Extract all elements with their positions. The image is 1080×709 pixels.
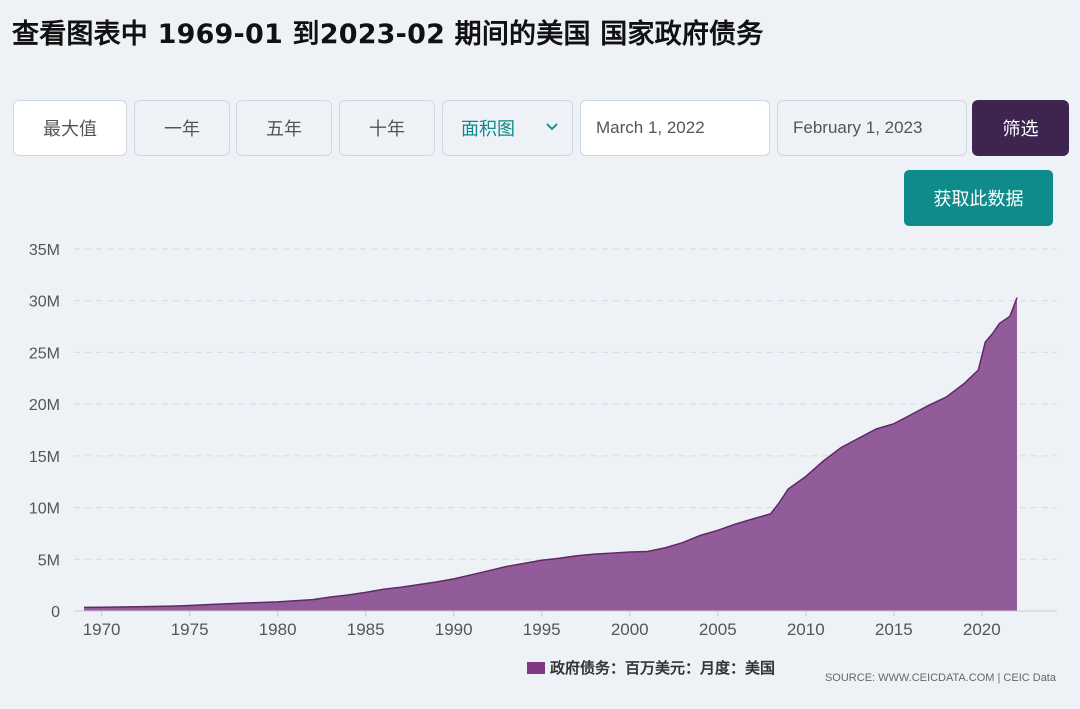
end-date-input[interactable]: February 1, 2023 (777, 100, 967, 156)
range-max-button[interactable]: 最大值 (13, 100, 127, 156)
chevron-down-icon (546, 123, 558, 131)
series-line (83, 297, 1018, 609)
chart-type-value: 面积图 (461, 119, 515, 140)
y-tick-label: 25M (29, 345, 60, 362)
get-data-button[interactable]: 获取此数据 (904, 170, 1053, 226)
y-tick-label: 20M (29, 397, 60, 414)
filter-button[interactable]: 筛选 (972, 100, 1069, 156)
x-tick-label: 2020 (963, 620, 1001, 639)
range-10y-button[interactable]: 十年 (339, 100, 435, 156)
y-tick-label: 30M (29, 294, 60, 311)
legend-label: 政府债务：百万美元：月度：美国 (550, 659, 776, 677)
y-tick-label: 35M (29, 242, 60, 259)
x-tick-label: 2000 (611, 620, 649, 639)
x-tick-label: 1985 (347, 620, 385, 639)
x-tick-label: 2010 (787, 620, 825, 639)
start-date-input[interactable]: March 1, 2022 (580, 100, 770, 156)
x-tick-label: 2015 (875, 620, 913, 639)
y-tick-label: 15M (29, 449, 60, 466)
x-tick-label: 1990 (435, 620, 473, 639)
page-title: 查看图表中 1969-01 到2023-02 期间的美国 国家政府债务 (12, 19, 764, 50)
y-tick-label: 10M (29, 501, 60, 518)
series-area (84, 297, 1017, 611)
y-tick-label: 5M (38, 552, 60, 569)
x-tick-label: 1970 (83, 620, 121, 639)
chart-legend[interactable]: 政府债务：百万美元：月度：美国 (527, 657, 775, 678)
chart-type-select[interactable]: 面积图 (442, 100, 573, 156)
range-1y-button[interactable]: 一年 (134, 100, 230, 156)
x-tick-label: 1975 (171, 620, 209, 639)
legend-swatch (527, 661, 545, 674)
x-tick-label: 1995 (523, 620, 561, 639)
source-credit: SOURCE: WWW.CEICDATA.COM | CEIC Data (824, 672, 1056, 684)
y-tick-label: 0 (51, 604, 60, 621)
x-tick-label: 2005 (699, 620, 737, 639)
range-5y-button[interactable]: 五年 (236, 100, 332, 156)
x-tick-label: 1980 (259, 620, 297, 639)
